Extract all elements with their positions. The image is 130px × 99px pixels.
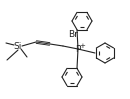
Text: Si: Si [14,41,22,50]
Text: P: P [75,44,81,53]
Text: +: + [79,43,85,49]
Text: Br: Br [68,30,78,39]
